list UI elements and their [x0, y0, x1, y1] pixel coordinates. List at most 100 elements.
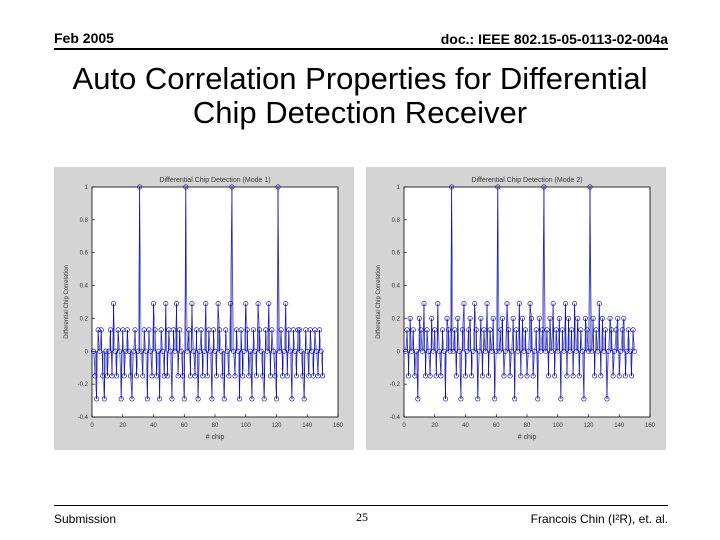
data-point [473, 327, 479, 333]
data-point [184, 348, 190, 354]
footer-submission: Submission [54, 512, 117, 526]
data-point [572, 301, 578, 307]
data-point [443, 396, 449, 402]
data-point [544, 327, 550, 333]
data-point [549, 348, 555, 354]
data-point [238, 327, 244, 333]
x-tick-label: 60 [181, 423, 188, 429]
data-point [616, 373, 622, 379]
data-point [575, 315, 581, 321]
data-point [602, 327, 608, 333]
data-point [177, 327, 183, 333]
y-axis-label: Differential Chip Correlation [64, 265, 70, 339]
data-point [613, 327, 619, 333]
data-point [404, 327, 410, 333]
data-point [458, 396, 464, 402]
data-point [464, 348, 470, 354]
data-point [269, 327, 275, 333]
data-point [124, 327, 130, 333]
header-divider [54, 48, 668, 50]
data-point [513, 327, 519, 333]
data-point [274, 396, 280, 402]
data-point [257, 327, 263, 333]
data-point [190, 348, 196, 354]
x-tick-label: 40 [462, 423, 469, 429]
data-point [127, 373, 133, 379]
data-point [444, 315, 450, 321]
data-point [163, 301, 169, 307]
footer-page-number: 25 [356, 510, 368, 524]
data-point [595, 348, 601, 354]
data-point [552, 373, 558, 379]
data-point [586, 348, 592, 354]
data-point [529, 315, 535, 321]
x-tick-label: 0 [90, 423, 94, 429]
data-point [295, 327, 301, 333]
x-tick-label: 60 [493, 423, 500, 429]
data-point [630, 327, 636, 333]
data-point [240, 373, 246, 379]
data-point [605, 348, 611, 354]
data-point [535, 396, 541, 402]
data-point [429, 315, 435, 321]
data-point [519, 315, 525, 321]
data-point [599, 315, 605, 321]
data-point [522, 327, 528, 333]
data-point [466, 327, 472, 333]
y-tick-label: 0.2 [80, 316, 89, 322]
data-point [298, 348, 304, 354]
data-point [117, 348, 123, 354]
data-point [499, 315, 505, 321]
data-point [590, 315, 596, 321]
data-point [515, 348, 521, 354]
data-point [562, 301, 568, 307]
data-point [91, 348, 97, 354]
chart-mode-1: Differential Chip Detection (Mode 1) # ch… [64, 177, 344, 441]
data-point [186, 327, 192, 333]
data-point [281, 348, 287, 354]
data-point [209, 396, 215, 402]
data-point [407, 315, 413, 321]
data-point [106, 348, 112, 354]
chart-panel-mode-2: Differential Chip Detection (Mode 2) # ch… [366, 167, 666, 450]
data-point [427, 373, 433, 379]
data-point [459, 327, 465, 333]
data-point [492, 396, 498, 402]
data-point [553, 327, 559, 333]
data-point [118, 396, 124, 402]
slide-title: Auto Correlation Properties for Differen… [40, 62, 680, 130]
data-point [632, 348, 638, 354]
data-point [584, 327, 590, 333]
data-point [496, 348, 502, 354]
data-point [204, 373, 210, 379]
data-point [92, 373, 98, 379]
data-point [561, 348, 567, 354]
data-point [412, 373, 418, 379]
data-point [264, 348, 270, 354]
data-point [467, 315, 473, 321]
data-point [576, 373, 582, 379]
data-point [619, 327, 625, 333]
data-point [487, 327, 493, 333]
y-tick-label: -0.2 [78, 382, 89, 388]
data-point [446, 327, 452, 333]
data-point [532, 348, 538, 354]
data-point [318, 348, 324, 354]
data-point [227, 301, 233, 307]
data-point [160, 348, 166, 354]
data-point [418, 327, 424, 333]
chart-title: Differential Chip Detection (Mode 1) [159, 177, 270, 184]
data-point [456, 348, 462, 354]
data-point [472, 301, 478, 307]
header-document-id: doc.: IEEE 802.15-05-0113-02-004a [440, 31, 668, 47]
data-point [415, 396, 421, 402]
x-tick-label: 160 [333, 423, 344, 429]
data-point [570, 373, 576, 379]
y-tick-label: 0.4 [80, 284, 89, 290]
data-point [158, 327, 164, 333]
data-point [612, 348, 618, 354]
data-point [615, 315, 621, 321]
data-point [121, 373, 127, 379]
data-point [254, 373, 260, 379]
data-point [475, 396, 481, 402]
